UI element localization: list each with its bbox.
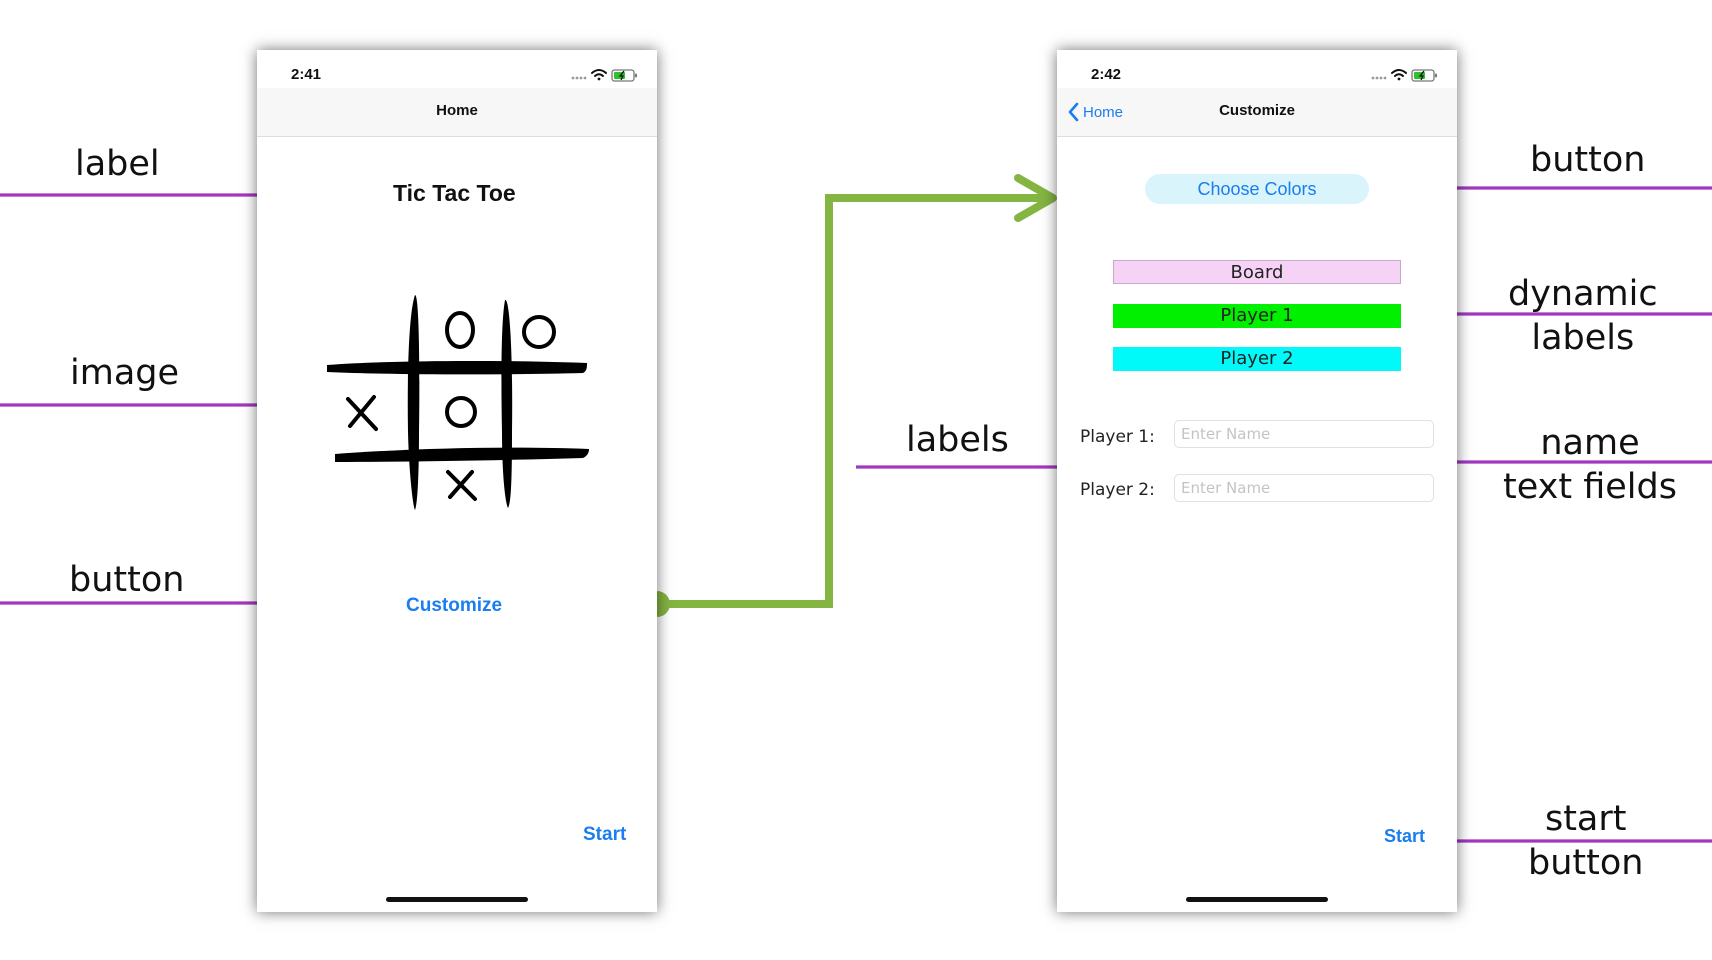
annotation-button-left: button <box>69 560 185 600</box>
annotation-button-right: button <box>1530 140 1646 180</box>
navigation-bar: Home Customize <box>1057 88 1457 137</box>
start-button[interactable]: Start <box>1384 826 1426 846</box>
wifi-icon <box>591 69 607 81</box>
nav-title: Home <box>436 102 478 119</box>
signal-dots-icon <box>571 76 587 80</box>
home-indicator <box>1186 897 1328 902</box>
app-title-label: Tic Tac Toe <box>393 180 516 206</box>
player1-name-field[interactable] <box>1174 420 1434 448</box>
nav-title: Customize <box>1219 102 1295 119</box>
annotation-start-line1: start <box>1544 799 1627 839</box>
battery-icon <box>611 69 637 82</box>
status-time: 2:41 <box>291 66 322 83</box>
annotation-name-line1: name <box>1540 423 1640 463</box>
tic-tac-toe-board-image <box>327 294 589 510</box>
annotation-dynamic-line2: labels <box>1531 318 1635 358</box>
annotation-dynamic-labels: dynamic labels <box>1508 272 1658 360</box>
home-screen: 2:41 Home Tic Tac Toe Custom <box>257 50 657 912</box>
signal-dots-icon <box>1371 76 1387 80</box>
chevron-left-icon <box>1068 102 1079 122</box>
board-color-label: Board <box>1113 260 1401 284</box>
wifi-icon <box>1391 69 1407 81</box>
annotation-name-line2: text fields <box>1503 467 1677 507</box>
annotation-labels: labels <box>906 420 1009 460</box>
navigation-bar: Home <box>257 88 657 137</box>
back-button[interactable]: Home <box>1067 100 1123 124</box>
annotation-label: label <box>75 144 160 184</box>
annotation-image: image <box>70 353 180 393</box>
annotation-name-text-fields: name text fields <box>1503 421 1677 509</box>
customize-screen: 2:42 Home Customize Choose Colors Board … <box>1057 50 1457 912</box>
home-indicator <box>386 897 528 902</box>
battery-icon <box>1411 69 1437 82</box>
annotation-start-button: start button <box>1528 797 1643 885</box>
customize-button[interactable]: Customize <box>406 595 503 616</box>
player2-color-label: Player 2 <box>1113 347 1401 371</box>
player2-name-label: Player 2: <box>1080 480 1155 500</box>
flow-arrow <box>644 174 1057 617</box>
annotation-start-line2: button <box>1528 843 1644 883</box>
start-button[interactable]: Start <box>583 824 627 845</box>
choose-colors-button[interactable]: Choose Colors <box>1145 174 1369 204</box>
status-icons <box>571 69 637 82</box>
player1-name-label: Player 1: <box>1080 427 1155 447</box>
status-time: 2:42 <box>1091 66 1122 83</box>
back-button-label: Home <box>1083 103 1124 121</box>
status-icons <box>1371 69 1437 82</box>
player1-color-label: Player 1 <box>1113 304 1401 328</box>
player2-name-field[interactable] <box>1174 474 1434 502</box>
annotation-dynamic-line1: dynamic <box>1508 274 1658 314</box>
